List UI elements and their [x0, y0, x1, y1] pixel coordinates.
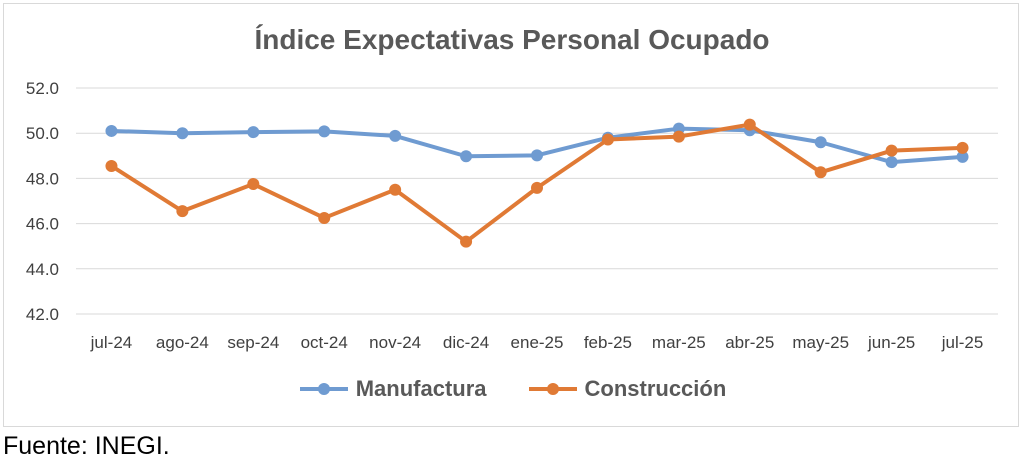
x-tick-label-3: oct-24	[301, 333, 348, 352]
series-0-point-3	[318, 125, 331, 138]
series-1-point-4	[389, 183, 402, 196]
series-1-point-10	[814, 166, 827, 179]
x-tick-label-11: jun-25	[867, 333, 915, 352]
series-1-point-7	[601, 133, 614, 146]
series-0-point-10	[814, 136, 827, 149]
x-tick-label-5: dic-24	[443, 333, 489, 352]
y-tick-label-0: 42.0	[26, 305, 59, 324]
x-tick-label-6: ene-25	[511, 333, 564, 352]
series-0-point-11	[885, 156, 898, 169]
series-1-point-12	[956, 141, 969, 154]
chart-frame: Índice Expectativas Personal Ocupado 42.…	[3, 3, 1019, 427]
legend: Manufactura Construcción	[4, 376, 1020, 402]
x-tick-label-10: may-25	[792, 333, 849, 352]
legend-label-construccion: Construcción	[584, 376, 727, 401]
legend-item-manufactura: Manufactura	[298, 376, 487, 402]
legend-swatch-manufactura	[299, 383, 348, 395]
x-tick-label-1: ago-24	[156, 333, 209, 352]
series-1-point-5	[460, 235, 473, 248]
x-tick-label-0: jul-24	[90, 333, 133, 352]
legend-item-construccion: Construcción	[527, 376, 727, 402]
x-tick-label-4: nov-24	[369, 333, 421, 352]
y-tick-label-5: 52.0	[26, 79, 59, 98]
series-0-point-4	[389, 129, 402, 142]
x-tick-label-12: jul-25	[941, 333, 984, 352]
x-tick-label-9: abr-25	[725, 333, 774, 352]
series-1-point-1	[176, 205, 189, 218]
series-0-point-0	[105, 124, 118, 137]
series-1-point-2	[247, 178, 260, 191]
y-tick-label-4: 50.0	[26, 124, 59, 143]
legend-swatch-construccion	[528, 383, 577, 395]
chart-title: Índice Expectativas Personal Ocupado	[254, 24, 770, 55]
series-1-point-8	[672, 130, 685, 143]
series-0-point-5	[460, 150, 473, 163]
x-tick-label-2: sep-24	[227, 333, 279, 352]
series-0-point-12	[956, 150, 969, 163]
x-tick-label-7: feb-25	[584, 333, 632, 352]
series-0-point-6	[531, 149, 543, 162]
line-chart: 42.0 44.0 46.0 48.0 50.0 52.0 jul-24 ago-24 sep-…	[26, 79, 998, 352]
series-1-point-6	[531, 181, 543, 194]
series-1-point-3	[318, 211, 331, 224]
series-0-point-2	[247, 126, 260, 139]
y-tick-label-1: 44.0	[26, 260, 59, 279]
series-1-point-9	[743, 118, 756, 131]
x-tick-label-8: mar-25	[652, 333, 706, 352]
source-note: Fuente: INEGI.	[3, 432, 170, 460]
series-0-point-1	[176, 127, 189, 140]
series-1-point-0	[105, 159, 118, 172]
legend-label-manufactura: Manufactura	[355, 376, 487, 401]
series-1-point-11	[885, 144, 898, 157]
y-tick-label-2: 46.0	[26, 215, 59, 234]
y-tick-label-3: 48.0	[26, 169, 59, 188]
